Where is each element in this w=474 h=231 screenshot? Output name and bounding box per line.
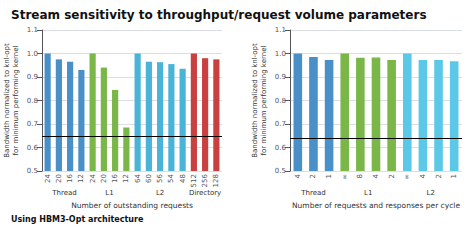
svg-text:∞: ∞ [403, 174, 411, 180]
svg-text:1: 1 [325, 174, 333, 178]
svg-text:0.6: 0.6 [27, 144, 39, 152]
svg-text:256: 256 [201, 173, 209, 187]
svg-text:2: 2 [435, 174, 443, 178]
svg-text:L2: L2 [156, 189, 164, 197]
svg-text:Using HBM3-Opt architecture: Using HBM3-Opt architecture [11, 215, 144, 224]
svg-text:1.1: 1.1 [27, 26, 38, 34]
svg-text:0.8: 0.8 [275, 97, 286, 105]
svg-text:0.9: 0.9 [275, 73, 286, 81]
svg-text:24: 24 [89, 173, 97, 182]
svg-text:54: 54 [167, 173, 175, 182]
svg-text:128: 128 [212, 174, 220, 187]
svg-text:0.7: 0.7 [27, 120, 38, 128]
svg-text:20: 20 [55, 174, 63, 183]
svg-text:0.5: 0.5 [27, 167, 38, 175]
svg-text:Thread: Thread [51, 189, 76, 197]
svg-text:8: 8 [356, 174, 364, 178]
svg-text:4: 4 [419, 173, 427, 178]
svg-text:48: 48 [179, 174, 187, 183]
svg-text:2: 2 [309, 174, 317, 178]
svg-text:Bandwidth normalized to knl-op: Bandwidth normalized to knl-opt [3, 43, 11, 158]
svg-text:Directory: Directory [189, 189, 221, 197]
svg-text:0.9: 0.9 [27, 73, 38, 81]
svg-text:4: 4 [372, 173, 380, 178]
svg-text:0.5: 0.5 [275, 167, 286, 175]
svg-text:16: 16 [66, 173, 74, 182]
svg-text:512: 512 [190, 174, 198, 187]
svg-text:∞: ∞ [341, 174, 349, 180]
svg-text:for minimum performing kernel: for minimum performing kernel [12, 46, 20, 156]
svg-text:Number of outstanding requests: Number of outstanding requests [71, 201, 193, 210]
svg-text:4: 4 [294, 173, 302, 178]
svg-text:20: 20 [100, 174, 108, 183]
svg-text:Number of requests and respons: Number of requests and responses per cyc… [292, 201, 460, 210]
svg-text:1.1: 1.1 [275, 26, 286, 34]
svg-text:56: 56 [156, 173, 164, 182]
svg-text:Thread: Thread [300, 189, 325, 197]
svg-text:12: 12 [77, 174, 85, 183]
svg-text:for minimum performing kernel: for minimum performing kernel [260, 46, 268, 156]
svg-text:24: 24 [44, 173, 52, 182]
svg-text:0.8: 0.8 [27, 97, 38, 105]
svg-text:0.7: 0.7 [275, 120, 286, 128]
svg-text:1.0: 1.0 [27, 50, 38, 58]
svg-text:60: 60 [145, 174, 153, 183]
svg-text:Bandwidth normalized to knl-op: Bandwidth normalized to knl-opt [251, 43, 259, 158]
svg-text:Stream sensitivity to throughp: Stream sensitivity to throughput/request… [11, 8, 427, 22]
svg-text:1: 1 [450, 174, 458, 178]
svg-text:0.6: 0.6 [275, 144, 287, 152]
svg-text:2: 2 [388, 174, 396, 178]
svg-text:64: 64 [134, 173, 142, 182]
svg-text:L1: L1 [364, 189, 372, 197]
svg-text:12: 12 [122, 174, 130, 183]
svg-text:16: 16 [111, 173, 119, 182]
svg-text:L1: L1 [105, 189, 113, 197]
svg-text:1.0: 1.0 [275, 50, 286, 58]
svg-text:L2: L2 [427, 189, 435, 197]
